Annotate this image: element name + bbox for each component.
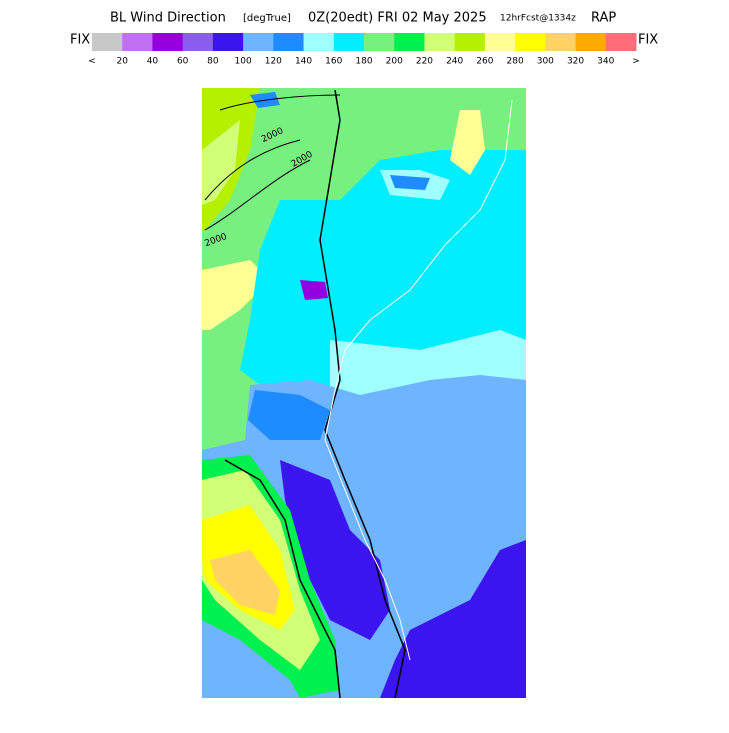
- color-box: [333, 33, 365, 51]
- colorbar-label: 80: [207, 57, 219, 67]
- color-box: [484, 33, 516, 51]
- coastline: [324, 99, 513, 661]
- colorbar: FIX FIX <20 40 60 80 100 120 140 160 180 200 220 24…: [70, 33, 658, 67]
- colorbar-label: 60: [177, 57, 189, 67]
- region: [202, 620, 300, 698]
- colorbar-label: 40: [147, 57, 159, 67]
- fix-left: FIX: [70, 33, 90, 48]
- color-box: [303, 33, 335, 51]
- color-box: [394, 33, 425, 51]
- color-box: [575, 33, 607, 51]
- colorbar-label: 320: [567, 57, 584, 67]
- forecast: 12hrFcst@1334z: [500, 14, 576, 24]
- region: [202, 120, 240, 205]
- fix-right: FIX: [638, 33, 658, 48]
- boundary: [224, 459, 341, 699]
- colorbar-label: 340: [597, 57, 614, 67]
- colorbar-label: <: [88, 57, 96, 67]
- color-box: [92, 33, 123, 51]
- region: [202, 260, 270, 330]
- contour: [204, 94, 341, 231]
- region: [300, 280, 328, 300]
- region: [248, 390, 330, 440]
- title-text: BL Wind Direction: [110, 11, 226, 26]
- colorbar-label: 240: [446, 57, 463, 67]
- colorbar-label: 120: [265, 57, 282, 67]
- colorbar-label: >: [632, 57, 640, 67]
- region: [450, 110, 485, 175]
- region: [240, 150, 526, 400]
- colorbar-label: 300: [537, 57, 554, 67]
- color-box: [454, 33, 486, 51]
- color-box: [182, 33, 214, 51]
- colorbar-label: 160: [325, 57, 342, 67]
- region: [210, 550, 280, 615]
- color-box: [212, 33, 244, 51]
- region: [280, 460, 390, 640]
- color-box: [515, 33, 546, 51]
- model: RAP: [591, 11, 616, 26]
- color-box: [545, 33, 577, 51]
- colorbar-label: 280: [507, 57, 524, 67]
- color-box: [605, 33, 637, 51]
- colorbar-label: 260: [476, 57, 493, 67]
- units: [degTrue]: [243, 13, 291, 24]
- color-box: [243, 33, 274, 51]
- colorbar-label: 100: [235, 57, 252, 67]
- color-box: [152, 33, 184, 51]
- colorbar-label: 20: [116, 57, 128, 67]
- region: [380, 540, 526, 698]
- map: 2000 2000 2000: [202, 88, 526, 699]
- color-box: [424, 33, 456, 51]
- colorbar-label: 220: [416, 57, 433, 67]
- valid-time: 0Z(20edt) FRI 02 May 2025: [308, 11, 487, 26]
- title: BL Wind Direction [degTrue] 0Z(20edt) FR…: [110, 11, 616, 26]
- color-box: [364, 33, 395, 51]
- region: [390, 175, 430, 190]
- color-box: [273, 33, 305, 51]
- colorbar-label: 140: [295, 57, 312, 67]
- colorbar-label: 180: [355, 57, 372, 67]
- colorbar-label: 200: [386, 57, 403, 67]
- color-box: [122, 33, 153, 51]
